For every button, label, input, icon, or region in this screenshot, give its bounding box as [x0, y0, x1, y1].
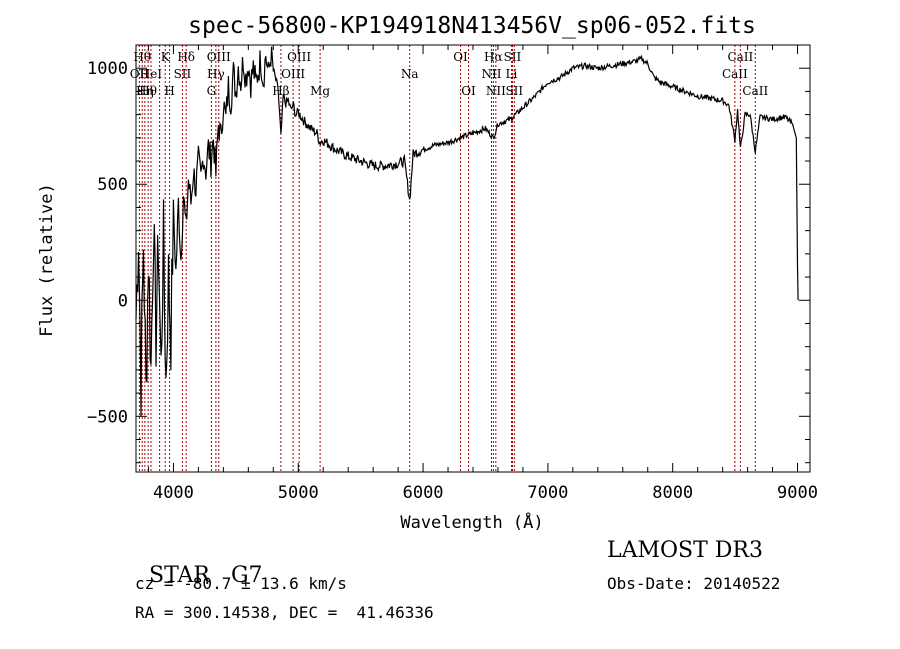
spectral-line-label: G — [207, 84, 217, 98]
plot-frame — [135, 44, 811, 473]
x-tick-label: 5000 — [278, 483, 319, 503]
y-tick-label: 0 — [118, 291, 128, 311]
spectral-line-label: K — [161, 50, 171, 64]
spectral-line-label: OIII — [281, 67, 305, 81]
spectral-line-markers — [138, 45, 756, 472]
spectral-line-label: OIII — [287, 50, 311, 64]
spectral-line-label: Na — [401, 67, 419, 81]
cz-value: cz = -80.7 ± 13.6 km/s — [135, 574, 347, 593]
spectral-line-label: NII — [481, 67, 501, 81]
spectral-line-label: H — [164, 84, 174, 98]
object-class: STAR G7 — [135, 538, 263, 588]
spectrum-line — [135, 46, 799, 417]
y-tick-label: −500 — [87, 407, 128, 427]
spectral-line-labels: OIIHθHηHθHeIKHSIIHδGHγOIIIHβOIIIOIIIMgNa… — [130, 50, 769, 98]
spectral-line-label: OI — [461, 84, 476, 98]
x-axis-label: Wavelength (Å) — [400, 511, 543, 533]
spectral-line-label: CaII — [727, 50, 753, 64]
x-tick-label: 7000 — [527, 483, 568, 503]
spectral-line-label: OIII — [207, 50, 231, 64]
ra-dec-coordinates: RA = 300.14538, DEC = 41.46336 — [135, 603, 434, 622]
spectral-line-label: Hβ — [272, 84, 289, 98]
spectral-line-label: Hθ — [139, 84, 157, 98]
spectral-line-label: OI — [453, 50, 468, 64]
class-label: STAR — [149, 563, 210, 588]
x-tick-label: 4000 — [153, 483, 194, 503]
y-tick-label: 1000 — [87, 59, 128, 79]
x-axis: 4000 5000 6000 7000 8000 9000 — [147, 45, 818, 503]
spectral-line-label: SII — [505, 84, 523, 98]
spectral-line-label: Mg — [310, 84, 330, 98]
spectral-line-label: Hγ — [207, 67, 225, 81]
x-tick-label: 6000 — [403, 483, 444, 503]
spectral-line-label: Hδ — [177, 50, 195, 64]
spectral-line-label: OII — [130, 67, 150, 81]
spectral-line-label: Hη — [136, 84, 154, 98]
spectral-line-label: SII — [174, 67, 192, 81]
spectral-line-label: CaII — [722, 67, 748, 81]
subclass-label: G7 — [230, 563, 263, 588]
survey-label: LAMOST DR3 — [607, 538, 763, 563]
x-tick-label: 9000 — [777, 483, 818, 503]
y-axis: −500 0 500 1000 — [87, 44, 810, 464]
obs-date: Obs-Date: 20140522 — [607, 574, 781, 593]
y-tick-label: 500 — [97, 175, 128, 195]
chart-title: spec-56800-KP194918N413456V_sp06-052.fit… — [188, 13, 756, 39]
spectral-line-label: CaII — [742, 84, 768, 98]
spectral-line-label: Li — [506, 67, 518, 81]
spectral-line-label: SII — [504, 50, 522, 64]
spectral-line-label: Hα — [484, 50, 503, 64]
spectral-line-label: HeI — [140, 67, 163, 81]
x-tick-label: 8000 — [652, 483, 693, 503]
spectral-line-label: Hθ — [133, 50, 151, 64]
spectral-line-label: NII — [486, 84, 506, 98]
y-axis-label: Flux (relative) — [37, 183, 57, 337]
